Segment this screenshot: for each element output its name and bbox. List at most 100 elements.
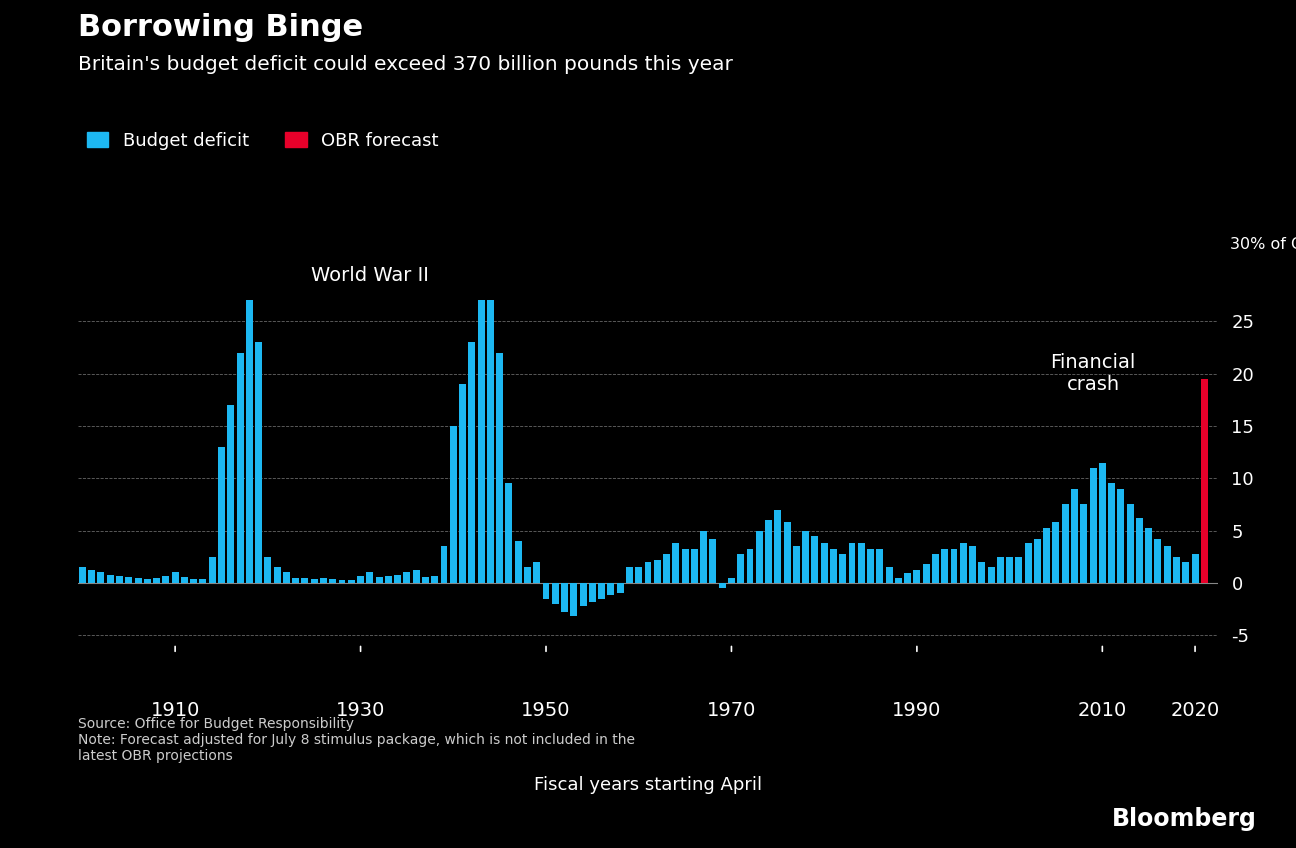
Bar bbox=[338, 580, 346, 583]
Bar bbox=[329, 578, 336, 583]
Bar bbox=[988, 567, 994, 583]
Bar bbox=[97, 572, 105, 583]
Bar bbox=[802, 531, 809, 583]
Bar bbox=[227, 405, 235, 583]
Bar bbox=[885, 567, 893, 583]
Bar bbox=[1137, 518, 1143, 583]
Text: World War II: World War II bbox=[311, 265, 429, 285]
Bar bbox=[487, 300, 494, 583]
Bar bbox=[117, 576, 123, 583]
Bar bbox=[505, 483, 512, 583]
Bar bbox=[1155, 539, 1161, 583]
Text: Bloomberg: Bloomberg bbox=[1112, 807, 1257, 831]
Bar bbox=[1070, 488, 1078, 583]
Bar bbox=[1006, 557, 1013, 583]
Bar bbox=[561, 583, 568, 612]
Text: Borrowing Binge: Borrowing Binge bbox=[78, 13, 363, 42]
Bar bbox=[478, 300, 485, 583]
Bar bbox=[367, 572, 373, 583]
Bar bbox=[914, 571, 920, 583]
Bar bbox=[709, 539, 717, 583]
Text: Source: Office for Budget Responsibility
Note: Forecast adjusted for July 8 stim: Source: Office for Budget Responsibility… bbox=[78, 717, 635, 763]
Bar bbox=[450, 426, 456, 583]
Legend: Budget deficit, OBR forecast: Budget deficit, OBR forecast bbox=[87, 132, 439, 150]
Bar bbox=[246, 300, 253, 583]
Bar bbox=[200, 578, 206, 583]
Bar bbox=[1043, 528, 1050, 583]
Bar bbox=[273, 567, 281, 583]
Bar bbox=[153, 577, 159, 583]
Bar bbox=[653, 560, 661, 583]
Bar bbox=[644, 562, 652, 583]
Bar bbox=[88, 571, 95, 583]
Bar bbox=[237, 353, 244, 583]
Bar bbox=[171, 572, 179, 583]
Bar bbox=[1108, 483, 1115, 583]
Bar bbox=[700, 531, 708, 583]
Bar bbox=[588, 583, 596, 602]
Bar bbox=[218, 447, 226, 583]
Bar bbox=[1173, 557, 1179, 583]
Bar bbox=[181, 577, 188, 583]
Bar bbox=[394, 575, 402, 583]
Bar bbox=[552, 583, 559, 604]
Bar bbox=[135, 577, 141, 583]
Bar bbox=[784, 522, 791, 583]
Bar bbox=[774, 510, 781, 583]
Bar bbox=[941, 550, 949, 583]
Bar bbox=[793, 546, 800, 583]
X-axis label: Fiscal years starting April: Fiscal years starting April bbox=[534, 776, 762, 794]
Bar bbox=[1015, 557, 1023, 583]
Bar bbox=[432, 576, 438, 583]
Bar bbox=[570, 583, 577, 616]
Bar bbox=[358, 576, 364, 583]
Bar bbox=[1061, 505, 1069, 583]
Bar bbox=[264, 557, 271, 583]
Bar bbox=[302, 577, 308, 583]
Bar bbox=[1081, 505, 1087, 583]
Bar bbox=[1146, 528, 1152, 583]
Bar bbox=[126, 577, 132, 583]
Bar bbox=[664, 554, 670, 583]
Bar bbox=[376, 577, 382, 583]
Bar bbox=[191, 578, 197, 583]
Bar bbox=[894, 577, 902, 583]
Bar bbox=[292, 577, 299, 583]
Bar bbox=[682, 550, 688, 583]
Bar bbox=[1025, 543, 1032, 583]
Bar bbox=[162, 576, 170, 583]
Bar bbox=[728, 577, 735, 583]
Bar bbox=[617, 583, 623, 594]
Bar bbox=[283, 572, 290, 583]
Text: 30% of GDP: 30% of GDP bbox=[1230, 237, 1296, 253]
Bar bbox=[496, 353, 503, 583]
Bar bbox=[441, 546, 447, 583]
Bar bbox=[756, 531, 763, 583]
Bar bbox=[737, 554, 744, 583]
Bar bbox=[524, 567, 531, 583]
Bar bbox=[1052, 522, 1059, 583]
Bar bbox=[719, 583, 726, 589]
Bar bbox=[1201, 379, 1208, 583]
Bar bbox=[1090, 468, 1096, 583]
Bar bbox=[459, 384, 467, 583]
Bar bbox=[106, 575, 114, 583]
Text: Financial
crash: Financial crash bbox=[1050, 353, 1135, 393]
Bar bbox=[765, 520, 772, 583]
Bar bbox=[858, 543, 864, 583]
Bar bbox=[422, 577, 429, 583]
Bar bbox=[673, 543, 679, 583]
Bar bbox=[746, 550, 753, 583]
Bar bbox=[1117, 488, 1125, 583]
Bar bbox=[969, 546, 976, 583]
Bar bbox=[543, 583, 550, 599]
Bar bbox=[923, 564, 929, 583]
Bar bbox=[79, 567, 86, 583]
Bar bbox=[635, 567, 643, 583]
Bar bbox=[997, 557, 1004, 583]
Bar bbox=[1191, 554, 1199, 583]
Bar bbox=[849, 543, 855, 583]
Bar bbox=[320, 577, 327, 583]
Bar bbox=[255, 342, 262, 583]
Bar bbox=[978, 562, 985, 583]
